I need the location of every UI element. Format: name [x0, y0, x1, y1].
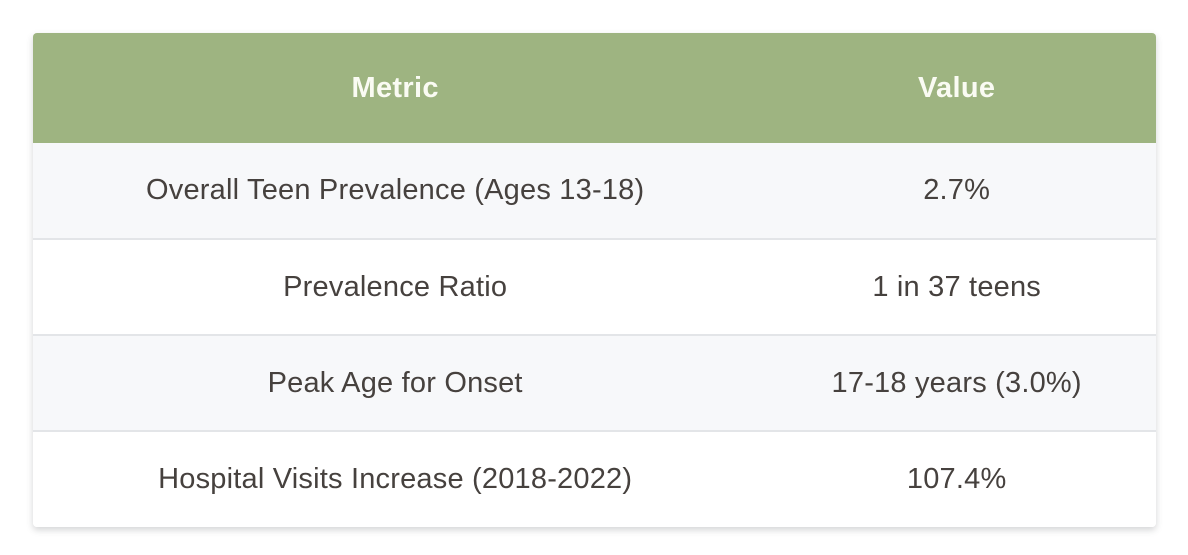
table-header-row: Metric Value	[33, 33, 1156, 143]
metric-cell: Peak Age for Onset	[267, 366, 523, 399]
table-row: Peak Age for Onset 17-18 years (3.0%)	[33, 335, 1156, 431]
metrics-table: Metric Value Overall Teen Prevalence (Ag…	[33, 33, 1156, 527]
value-cell: 17-18 years (3.0%)	[831, 366, 1082, 399]
metrics-table-card: Metric Value Overall Teen Prevalence (Ag…	[33, 33, 1156, 527]
table-row: Hospital Visits Increase (2018-2022) 107…	[33, 431, 1156, 527]
value-cell: 107.4%	[906, 463, 1007, 495]
value-cell: 2.7%	[923, 174, 991, 206]
column-header-metric: Metric	[33, 33, 758, 143]
table-row: Prevalence Ratio 1 in 37 teens	[33, 239, 1156, 335]
metric-cell: Hospital Visits Increase (2018-2022)	[158, 463, 633, 495]
value-cell: 1 in 37 teens	[872, 270, 1041, 303]
metric-cell: Prevalence Ratio	[283, 270, 508, 303]
column-header-value: Value	[757, 33, 1156, 143]
metric-cell: Overall Teen Prevalence (Ages 13-18)	[146, 174, 645, 206]
table-row: Overall Teen Prevalence (Ages 13-18) 2.7…	[33, 143, 1156, 239]
